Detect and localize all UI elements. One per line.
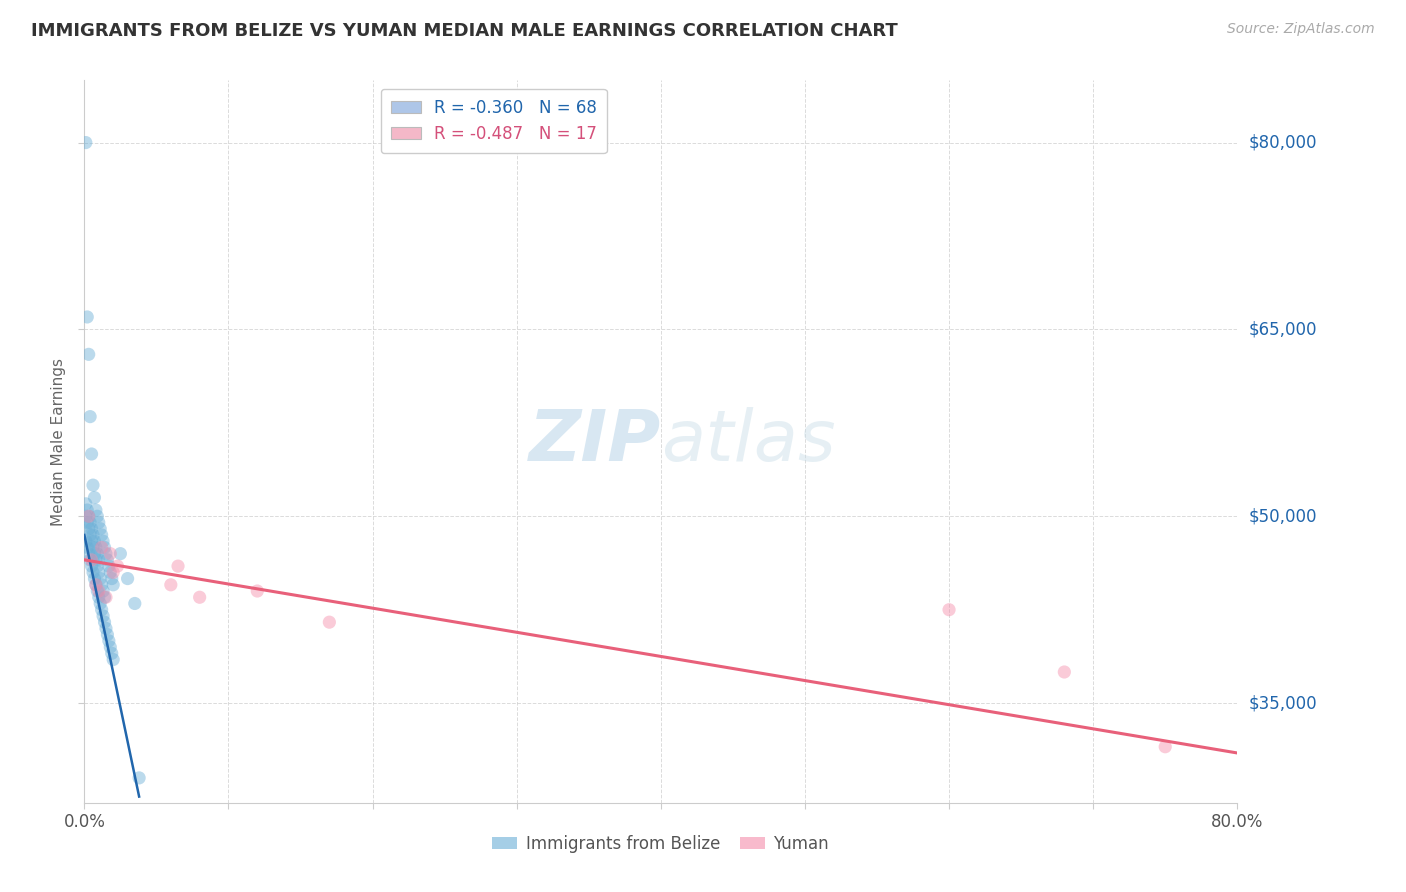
Point (82, 566, 104, 580)
Point (79, 409, 101, 424)
Point (110, 547, 132, 561)
Text: $35,000: $35,000 (1249, 694, 1317, 712)
Point (1053, 665, 1076, 679)
Point (76, 541, 98, 555)
Point (103, 566, 124, 580)
Point (89, 572, 111, 586)
Point (79, 528, 101, 542)
Text: $80,000: $80,000 (1249, 134, 1317, 152)
Point (167, 559, 190, 574)
Point (98, 566, 121, 580)
Point (91, 534, 114, 549)
Point (128, 771, 150, 785)
Point (188, 591, 211, 605)
Point (91, 584, 114, 599)
Point (100, 572, 122, 586)
Point (938, 603, 960, 617)
Point (90, 528, 112, 542)
Text: $65,000: $65,000 (1249, 320, 1317, 338)
Point (76, 503, 98, 517)
Point (80, 534, 103, 549)
Point (87, 516, 110, 530)
Point (86, 584, 108, 599)
Point (94, 547, 117, 561)
Point (84, 578, 107, 592)
Point (89, 522, 111, 536)
Point (84, 541, 107, 555)
Point (1154, 739, 1177, 754)
Point (77, 547, 100, 561)
Point (87, 584, 110, 599)
Point (97, 633, 120, 648)
Point (83, 534, 105, 549)
Point (77, 509, 100, 524)
Point (80, 522, 103, 536)
Point (84, 578, 107, 592)
Text: Source: ZipAtlas.com: Source: ZipAtlas.com (1227, 22, 1375, 37)
Point (83, 491, 105, 505)
Point (93, 615, 115, 630)
Point (318, 615, 340, 630)
Text: ZIP: ZIP (529, 407, 661, 476)
Point (94, 621, 117, 635)
Text: atlas: atlas (661, 407, 835, 476)
Point (87, 566, 110, 580)
Point (82, 528, 104, 542)
Point (103, 578, 124, 592)
Point (98, 547, 121, 561)
Point (84, 503, 107, 517)
Point (91, 609, 114, 624)
Point (90, 578, 112, 592)
Point (82, 478, 104, 492)
Text: IMMIGRANTS FROM BELIZE VS YUMAN MEDIAN MALE EARNINGS CORRELATION CHART: IMMIGRANTS FROM BELIZE VS YUMAN MEDIAN M… (31, 22, 897, 40)
Point (75, 534, 97, 549)
Point (83, 572, 105, 586)
Point (77, 347, 100, 361)
Point (96, 553, 118, 567)
Point (87, 591, 110, 605)
Point (98, 640, 121, 654)
Point (76, 516, 98, 530)
Point (86, 559, 108, 574)
Point (83, 547, 105, 561)
Point (80, 447, 103, 461)
Point (77, 522, 100, 536)
Point (82, 541, 104, 555)
Point (75, 497, 97, 511)
Point (90, 541, 112, 555)
Point (96, 627, 118, 641)
Point (90, 603, 112, 617)
Point (79, 553, 101, 567)
Point (89, 597, 111, 611)
Point (94, 591, 117, 605)
Point (86, 509, 108, 524)
Point (97, 559, 120, 574)
Point (93, 541, 115, 555)
Point (107, 559, 129, 574)
Point (160, 578, 183, 592)
Y-axis label: Median Male Earnings: Median Male Earnings (51, 358, 66, 525)
Point (246, 584, 269, 599)
Point (117, 572, 139, 586)
Point (100, 646, 122, 660)
Point (75, 136, 97, 150)
Legend: Immigrants from Belize, Yuman: Immigrants from Belize, Yuman (486, 828, 835, 860)
Point (84, 553, 107, 567)
Point (93, 591, 115, 605)
Point (103, 652, 124, 666)
Text: $50,000: $50,000 (1249, 508, 1317, 525)
Point (124, 597, 146, 611)
Point (75, 509, 97, 524)
Point (77, 509, 100, 524)
Point (87, 553, 110, 567)
Point (76, 310, 98, 324)
Point (80, 553, 103, 567)
Point (79, 516, 101, 530)
Point (86, 547, 108, 561)
Point (80, 559, 103, 574)
